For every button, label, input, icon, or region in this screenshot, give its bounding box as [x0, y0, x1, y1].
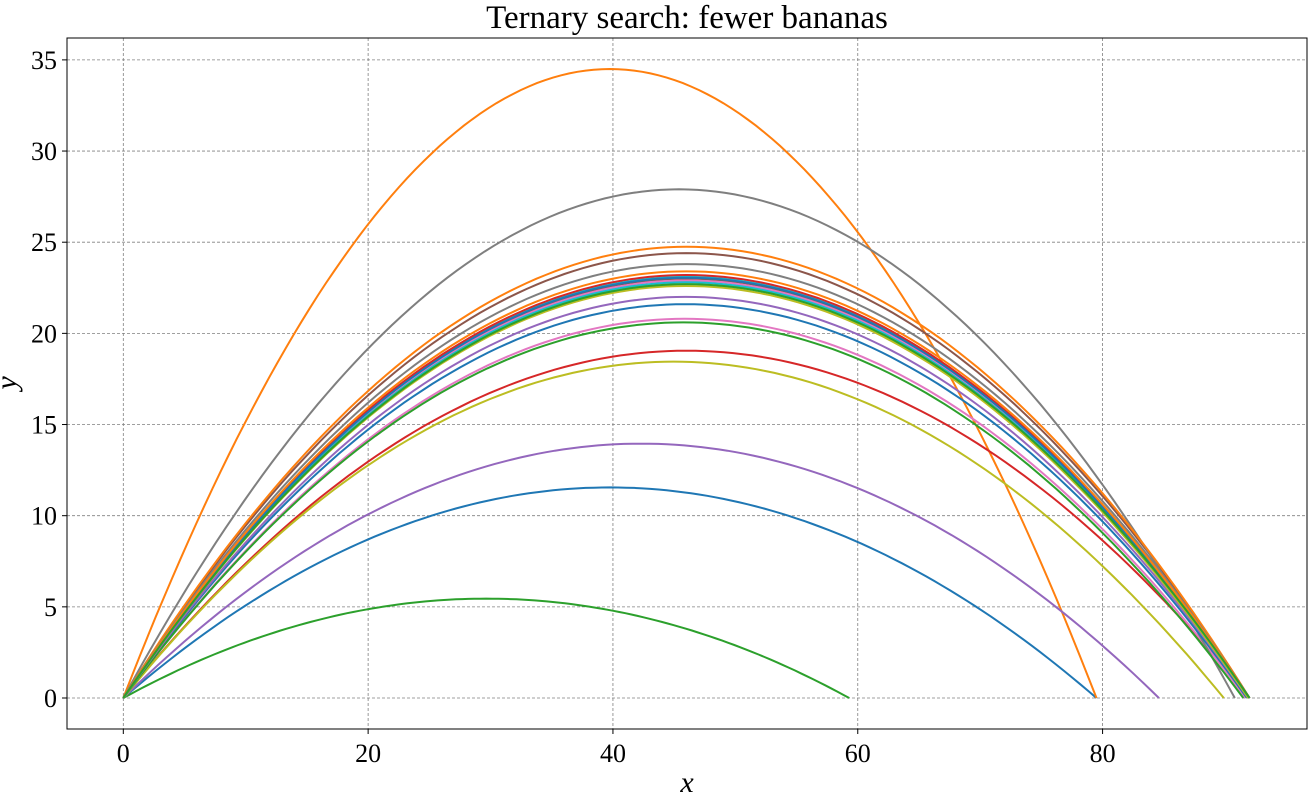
chart-title: Ternary search: fewer bananas [486, 0, 888, 36]
y-tick-label: 25 [31, 228, 57, 257]
series-line-trajectory-2 [122, 67, 1098, 699]
series-line-trajectory-9 [122, 360, 1225, 699]
y-tick-label: 0 [44, 684, 57, 713]
y-tick-label: 15 [31, 411, 57, 440]
series-line-trajectory-4 [122, 349, 1251, 699]
x-tick-label: 60 [845, 739, 871, 768]
series-line-trajectory-18 [122, 263, 1251, 699]
series-line-trajectory-15 [122, 295, 1250, 699]
x-tick-label: 40 [600, 739, 626, 768]
series-line-trajectory-13 [122, 321, 1245, 699]
x-tick-label: 0 [117, 739, 130, 768]
series-lines [122, 67, 1251, 699]
axis-ticks: 0 20 40 60 80 0 5 10 15 20 25 30 35 [31, 46, 1116, 768]
grid-lines [67, 38, 1307, 729]
x-tick-label: 20 [355, 739, 381, 768]
x-tick-label: 80 [1090, 739, 1116, 768]
series-line-trajectory-23 [122, 283, 1251, 699]
series-line-trajectory-12 [122, 245, 1251, 699]
y-tick-label: 30 [31, 137, 57, 166]
y-tick-label: 10 [31, 502, 57, 531]
y-tick-label: 5 [44, 593, 57, 622]
series-line-trajectory-11 [122, 303, 1248, 699]
plot-frame [66, 37, 1308, 730]
series-line-trajectory-5 [122, 442, 1160, 699]
series-line-trajectory-3 [122, 597, 850, 699]
series-line-trajectory-6 [122, 252, 1251, 699]
series-line-trajectory-7 [122, 317, 1247, 699]
series-line-trajectory-21 [122, 276, 1251, 699]
series-line-trajectory-14 [122, 273, 1251, 699]
y-tick-label: 20 [31, 319, 57, 348]
y-tick-label: 35 [31, 46, 57, 75]
x-axis-label: x [679, 766, 694, 798]
series-line-trajectory-22 [122, 270, 1251, 699]
series-line-trajectory-8 [122, 188, 1236, 699]
series-line-trajectory-1 [122, 486, 1098, 699]
y-axis-label: y [0, 376, 23, 393]
